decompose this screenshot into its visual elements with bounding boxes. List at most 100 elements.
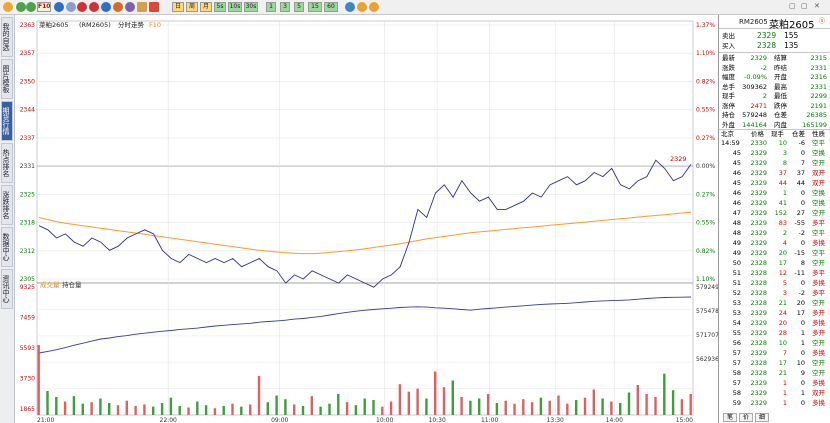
tick-row[interactable]: 59 2329 1 0 多换 bbox=[719, 399, 830, 407]
volume-bar bbox=[610, 401, 613, 415]
tab-change-ranking[interactable]: 涨跌排名 bbox=[1, 185, 13, 225]
percent-tick-label: 1.37% bbox=[696, 22, 715, 29]
volume-bars bbox=[37, 345, 692, 415]
period-30s-button[interactable]: 30s bbox=[244, 2, 258, 12]
tick-row[interactable]: 52 2328 3 -2 多平 bbox=[719, 289, 830, 297]
tab-my-watchlist[interactable]: 我的自选 bbox=[1, 17, 13, 57]
volume-bar bbox=[592, 389, 595, 415]
tick-row[interactable]: 50 2328 17 8 空开 bbox=[719, 259, 830, 267]
volume-bar bbox=[196, 401, 199, 415]
price-tick-label: 2331 bbox=[20, 163, 35, 170]
settings-icon[interactable] bbox=[357, 2, 367, 12]
tick-volume: 17 bbox=[778, 259, 787, 267]
tick-row[interactable]: 49 2329 20 -15 空平 bbox=[719, 249, 830, 257]
period-month-button[interactable]: 月 bbox=[200, 2, 212, 12]
tab-chart-template[interactable]: 图片模板 bbox=[1, 59, 13, 99]
zoom-out-icon[interactable] bbox=[89, 2, 99, 12]
tick-time: 55 bbox=[732, 329, 741, 337]
period-10s-button[interactable]: 10s bbox=[228, 2, 242, 12]
intraday-chart-svg[interactable]: 2363 2357 2350 2344 2337 2331 2325 2318 2312 2305… bbox=[15, 15, 719, 423]
tick-row[interactable]: 47 2329 152 27 空开 bbox=[719, 209, 830, 217]
tick-price: 2329 bbox=[750, 329, 767, 337]
price-tick-label: 2350 bbox=[20, 78, 35, 85]
tick-row[interactable]: 58 2329 1 1 双开 bbox=[719, 389, 830, 397]
period-5min-button[interactable]: 5 bbox=[294, 2, 304, 12]
intraday-chart-area[interactable]: 2363 2357 2350 2344 2337 2331 2325 2318 2312 2305… bbox=[15, 15, 719, 423]
volume-bar bbox=[319, 406, 322, 415]
buy-row[interactable]: 买入 2328 135 bbox=[722, 41, 799, 51]
tick-row[interactable]: 51 2328 12 -11 多平 bbox=[719, 269, 830, 277]
tick-row[interactable]: 53 2328 21 20 空开 bbox=[719, 299, 830, 307]
chart-f10-link[interactable]: F10 bbox=[149, 21, 161, 29]
tick-nature: 空换 bbox=[812, 189, 825, 197]
period-3min-button[interactable]: 3 bbox=[280, 2, 290, 12]
tick-row[interactable]: 57 2329 7 0 多换 bbox=[719, 349, 830, 357]
tick-row[interactable]: 46 2329 1 0 空换 bbox=[719, 189, 830, 197]
tick-row[interactable]: 53 2329 24 17 多开 bbox=[719, 309, 830, 317]
tick-row[interactable]: 45 2329 3 0 空换 bbox=[719, 149, 830, 157]
tab-futures-quotes[interactable]: 期货行情 bbox=[1, 101, 13, 141]
home-icon[interactable] bbox=[3, 2, 13, 12]
price-tick-label: 2363 bbox=[20, 22, 35, 29]
period-15min-button[interactable]: 15 bbox=[308, 2, 322, 12]
tools-icon[interactable] bbox=[369, 2, 379, 12]
stat-value: 26385 bbox=[806, 111, 827, 119]
period-week-button[interactable]: 周 bbox=[186, 2, 198, 12]
volume-bar bbox=[601, 398, 604, 415]
minimize-icon[interactable]: ▢ bbox=[789, 2, 796, 10]
tick-row[interactable]: 55 2329 28 1 多开 bbox=[719, 329, 830, 337]
back-icon[interactable] bbox=[16, 2, 26, 12]
volume-bar bbox=[46, 391, 49, 415]
tick-time: 57 bbox=[732, 379, 741, 387]
forward-icon[interactable] bbox=[26, 2, 36, 12]
restore-icon[interactable]: ▢ bbox=[801, 2, 808, 10]
period-day-button[interactable]: 日 bbox=[172, 2, 184, 12]
tick-row[interactable]: 46 2329 37 37 双开 bbox=[719, 169, 830, 177]
tick-row[interactable]: 56 2328 10 1 空开 bbox=[719, 339, 830, 347]
indicator-icon[interactable] bbox=[125, 2, 135, 12]
period-5s-button[interactable]: 5s bbox=[214, 2, 226, 12]
sell-row[interactable]: 卖出 2329 155 bbox=[722, 31, 799, 41]
tick-row[interactable]: 57 2328 17 10 空开 bbox=[719, 359, 830, 367]
window-icon[interactable] bbox=[66, 2, 76, 12]
tick-row[interactable]: 45 2329 44 44 双开 bbox=[719, 179, 830, 187]
tick-oi-change: 7 bbox=[800, 159, 805, 167]
price-tick-label: 2325 bbox=[20, 191, 35, 198]
draw-icon[interactable] bbox=[113, 2, 123, 12]
tick-row[interactable]: 14:59 2330 10 -6 空平 bbox=[719, 139, 830, 147]
tick-row[interactable]: 48 2329 83 -55 多平 bbox=[719, 219, 830, 227]
tick-oi-change: -15 bbox=[794, 249, 805, 257]
tick-row[interactable]: 45 2329 8 7 空开 bbox=[719, 159, 830, 167]
tick-row[interactable]: 49 2329 4 0 多换 bbox=[719, 239, 830, 247]
table-icon[interactable] bbox=[137, 2, 147, 12]
close-icon[interactable]: ✕ bbox=[814, 2, 820, 10]
tab-tick-detail[interactable]: 笔 bbox=[723, 413, 737, 422]
tick-icon[interactable] bbox=[149, 2, 159, 12]
tick-row[interactable]: 57 2329 1 0 多换 bbox=[719, 379, 830, 387]
period-1min-button[interactable]: 1 bbox=[266, 2, 276, 12]
f10-button[interactable]: F10 bbox=[37, 2, 51, 12]
tick-nature: 多平 bbox=[812, 219, 825, 227]
tick-row[interactable]: 51 2328 5 0 多换 bbox=[719, 279, 830, 287]
tick-price: 2328 bbox=[750, 359, 767, 367]
tab-news-center[interactable]: 资讯中心 bbox=[1, 269, 13, 309]
fullscreen-icon[interactable] bbox=[345, 2, 355, 12]
tab-price-detail[interactable]: 价 bbox=[739, 413, 753, 422]
refresh-icon[interactable] bbox=[54, 2, 64, 12]
tab-data-center[interactable]: 数据中心 bbox=[1, 227, 13, 267]
tick-volume: 1 bbox=[782, 379, 787, 387]
tick-row[interactable]: 58 2328 21 9 空开 bbox=[719, 369, 830, 377]
instrument-name[interactable]: 菜粕2605 bbox=[39, 20, 69, 29]
volume-tick-label: 7459 bbox=[20, 315, 35, 322]
tick-row[interactable]: 48 2329 2 -2 空平 bbox=[719, 229, 830, 237]
tab-fine-detail[interactable]: 细 bbox=[755, 413, 769, 422]
tick-nature: 空开 bbox=[812, 339, 825, 347]
tab-hot-ranking[interactable]: 热点排名 bbox=[1, 143, 13, 183]
tick-time: 47 bbox=[732, 209, 741, 217]
cross-cursor-icon[interactable] bbox=[101, 2, 111, 12]
percent-tick-label: 0.00% bbox=[696, 163, 715, 170]
tick-row[interactable]: 54 2329 20 0 多换 bbox=[719, 319, 830, 327]
tick-row[interactable]: 46 2329 41 0 空换 bbox=[719, 199, 830, 207]
zoom-in-icon[interactable] bbox=[77, 2, 87, 12]
period-60min-button[interactable]: 60 bbox=[324, 2, 338, 12]
